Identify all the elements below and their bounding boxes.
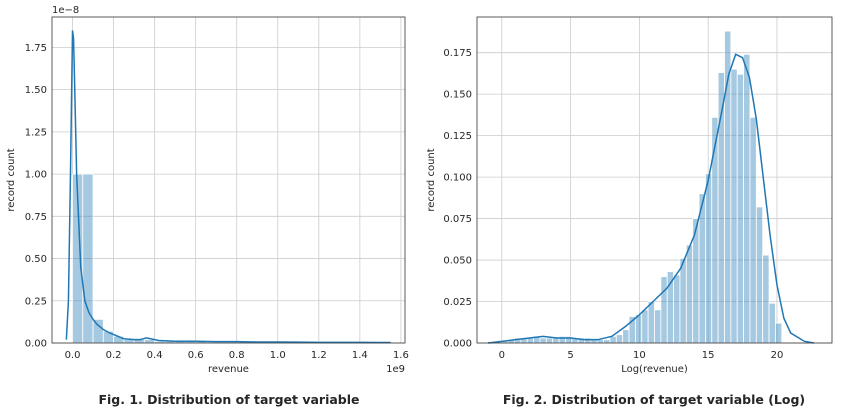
y-tick-label: 0.00 (25, 339, 47, 350)
histogram-bar (143, 339, 156, 344)
chart-log-revenue-distribution: 0 5 10 15 20 0.000 0.025 0.050 0.075 0.100 0.125 0.… (426, 16, 833, 375)
histogram-bar (679, 257, 687, 344)
histogram-bar (641, 309, 649, 344)
y-axis-label: record count (6, 148, 17, 211)
x-axis-label: revenue (208, 364, 249, 375)
histogram-bar (755, 206, 764, 344)
y-tick-label: 0.100 (443, 173, 472, 184)
x-tick-label: 1.2 (311, 350, 327, 361)
histogram-bar (647, 301, 655, 344)
histogram-bar (762, 254, 770, 344)
y-tick-label: 0.175 (443, 48, 472, 59)
histogram-bar (635, 314, 643, 344)
plot-frame (476, 16, 833, 344)
x-tick-label: 20 (771, 350, 784, 361)
histogram-bar (685, 244, 694, 344)
histogram-bar (654, 309, 662, 344)
y-tick-label: 0.25 (25, 296, 47, 307)
histogram-bar (603, 339, 611, 344)
histogram-bar (749, 116, 757, 344)
x-tick-label: 1.4 (352, 350, 368, 361)
y-tick-label: 1.25 (25, 127, 47, 138)
y-tick-label: 1.50 (25, 85, 47, 96)
caption-fig-1: Fig. 1. Distribution of target variable (98, 392, 359, 407)
plot-frame (51, 16, 406, 344)
x-tick-label: 0.8 (229, 350, 245, 361)
y-tick-label: 0.150 (443, 90, 472, 101)
x-tick-label: 1.0 (270, 350, 286, 361)
y-axis-label: record count (426, 148, 437, 211)
x-tick-label: 5 (567, 350, 573, 361)
histogram-bar (92, 318, 104, 344)
x-tick-label: 0.0 (65, 350, 81, 361)
histogram-bar (615, 334, 624, 344)
histogram-bar (705, 173, 713, 344)
y-tick-label: 0.075 (443, 214, 472, 225)
x-tick-label: 1.6 (393, 350, 409, 361)
histogram-bar (609, 335, 617, 344)
histogram-bar (622, 329, 630, 344)
x-tick-label: 15 (702, 350, 715, 361)
histogram-bar (539, 337, 547, 344)
y-tick-label: 0.75 (25, 212, 47, 223)
histogram-bar (698, 193, 706, 344)
histogram-bar (673, 274, 681, 344)
y-tick-label: 1.75 (25, 43, 47, 54)
histogram-bar (660, 276, 668, 344)
x-tick-label: 10 (633, 350, 646, 361)
histogram-bar (743, 53, 751, 344)
y-tick-label: 0.050 (443, 256, 472, 267)
y-tick-label: 0.125 (443, 131, 472, 142)
caption-fig-2: Fig. 2. Distribution of target variable … (503, 392, 805, 407)
histogram-bar (730, 68, 738, 344)
histogram-bar (768, 302, 776, 344)
histogram-bar (584, 337, 592, 344)
histogram-bar (736, 73, 744, 344)
y-tick-label: 0.025 (443, 297, 472, 308)
x-offset-label: 1e9 (386, 364, 405, 375)
kde-line (65, 30, 391, 344)
y-tick-label: 0.50 (25, 254, 47, 265)
x-tick-label: 0.2 (106, 350, 122, 361)
y-tick-label: 1.00 (25, 170, 47, 181)
x-axis-label: Log(revenue) (621, 364, 688, 375)
histogram-bar (775, 322, 783, 344)
chart-revenue-distribution: 0.0 0.2 0.4 0.6 0.8 1.0 1.2 1.4 1.6 0.00 0.25 0.50 0… (6, 5, 409, 375)
x-tick-label: 0 (499, 350, 505, 361)
y-tick-label: 0.000 (443, 339, 472, 350)
y-offset-label: 1e−8 (52, 5, 79, 16)
x-tick-label: 0.4 (147, 350, 163, 361)
histogram-bar (711, 116, 719, 344)
kde-line (487, 53, 815, 344)
x-tick-label: 0.6 (188, 350, 204, 361)
histogram-bar (545, 337, 554, 344)
